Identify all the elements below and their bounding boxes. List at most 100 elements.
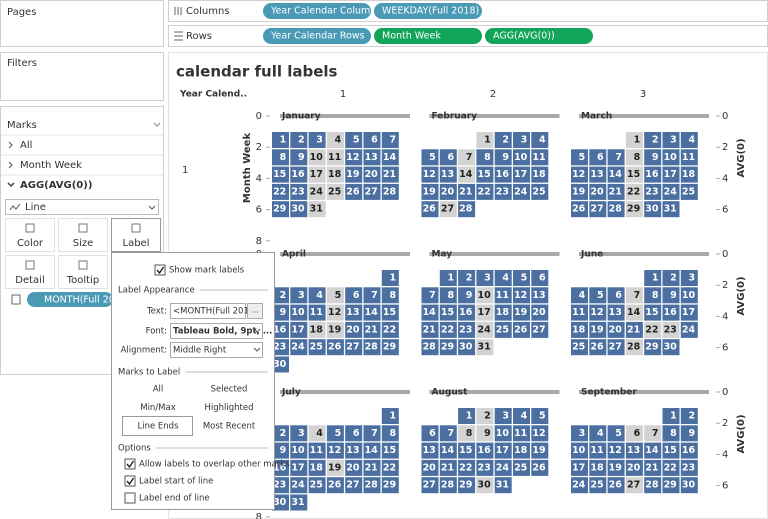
pill-text[interactable]: Year Calendar Rows: [270, 31, 365, 42]
day-label: 5: [521, 273, 528, 284]
label-option[interactable]: Min/Max: [140, 403, 176, 413]
button-label[interactable]: Detail: [15, 275, 44, 286]
day-cell: [290, 425, 308, 442]
button-label[interactable]: Tooltip: [66, 275, 99, 286]
chevron[interactable]: [8, 161, 13, 169]
day-label: 19: [532, 445, 545, 456]
option[interactable]: Label end of line: [139, 494, 210, 504]
label-option[interactable]: Most Recent: [203, 422, 256, 432]
pill[interactable]: [374, 3, 482, 19]
show-labels[interactable]: Show mark labels: [169, 266, 245, 276]
day-cell: [531, 408, 549, 424]
month-name: May: [432, 250, 453, 260]
day-cell: [589, 339, 607, 356]
day-label: 2: [652, 135, 659, 146]
text-field[interactable]: [170, 303, 246, 319]
day-label: 17: [496, 445, 509, 456]
label-option[interactable]: Highlighted: [205, 403, 254, 413]
checkbox[interactable]: [124, 458, 136, 470]
day-cell: [513, 132, 530, 148]
option[interactable]: Label start of line: [139, 477, 213, 487]
day-cell: [381, 166, 399, 183]
label-option[interactable]: Line Ends: [138, 422, 180, 432]
alignment-value[interactable]: Middle Right: [173, 346, 227, 356]
day-cell: [345, 287, 363, 304]
button-label[interactable]: Label: [123, 238, 150, 249]
pill[interactable]: [485, 28, 593, 44]
day-label: 6: [371, 135, 378, 146]
mark-type[interactable]: Line: [25, 202, 46, 213]
day-cell: [625, 304, 643, 321]
checkbox[interactable]: [124, 492, 136, 504]
day-cell: [680, 425, 698, 442]
pill[interactable]: [374, 28, 482, 44]
text-value[interactable]: <MONTH(Full 2018: [173, 307, 254, 317]
pill-text[interactable]: Year Calendar Colum..: [270, 6, 376, 17]
label-option[interactable]: Selected: [211, 385, 248, 395]
alignment-field[interactable]: [170, 342, 263, 358]
day-label: 28: [365, 342, 379, 353]
day-label: 22: [645, 324, 658, 335]
pill[interactable]: [263, 3, 371, 19]
day-cell: [476, 425, 494, 442]
button-icon: [131, 223, 141, 233]
day-cell: [345, 132, 363, 148]
day-cell: [625, 477, 643, 494]
day-label: 6: [429, 428, 436, 439]
marks-to-label-title: Marks to Label: [118, 368, 180, 378]
day-cell: [421, 149, 439, 166]
day-cell: [290, 304, 308, 321]
chevron[interactable]: [8, 141, 13, 149]
mark-pill-text[interactable]: MONTH(Full 20..: [44, 295, 121, 306]
day-label: 7: [371, 428, 378, 439]
button-label[interactable]: Size: [73, 238, 94, 249]
label-option[interactable]: All: [153, 385, 164, 395]
option[interactable]: Allow labels to overlap other marks: [139, 460, 290, 470]
day-label: 10: [664, 152, 678, 163]
text-button-label[interactable]: ...: [251, 306, 259, 315]
day-label: 29: [441, 342, 454, 353]
day-label: 25: [682, 186, 695, 197]
font-value[interactable]: Tableau Bold, 9pt, ...: [173, 327, 272, 337]
mark-type-dropdown[interactable]: [5, 199, 159, 215]
day-label: 20: [423, 462, 437, 473]
day-label: 1: [484, 135, 491, 146]
day-cell: [458, 270, 476, 286]
day-cell: [680, 270, 698, 286]
day-label: 7: [371, 290, 378, 301]
dropdown-arrow: [148, 205, 156, 210]
pill-text[interactable]: AGG(AVG(0)): [493, 31, 555, 42]
pill-text[interactable]: Month Week: [382, 31, 441, 42]
button-label[interactable]: Color: [17, 238, 44, 249]
right-axis-title: AVG(0): [736, 138, 747, 177]
day-cell: [290, 132, 308, 148]
day-cell: [680, 166, 698, 183]
marks-item[interactable]: All: [20, 140, 32, 151]
day-cell: [381, 183, 399, 200]
mark-pill[interactable]: [27, 292, 113, 307]
marks-title: Marks: [7, 120, 37, 131]
chevron[interactable]: [7, 182, 15, 188]
label-icon: [11, 294, 21, 305]
font-field[interactable]: [170, 323, 263, 339]
text-button[interactable]: [247, 303, 263, 319]
day-label: 22: [459, 462, 472, 473]
day-label: 13: [441, 169, 454, 180]
pill[interactable]: [263, 28, 371, 44]
checkbox[interactable]: [124, 475, 136, 487]
day-label: 9: [280, 445, 287, 456]
marks-menu-arrow[interactable]: [153, 122, 161, 127]
day-label: 4: [316, 428, 323, 439]
marks-item[interactable]: AGG(AVG(0)): [20, 180, 92, 191]
day-label: 11: [532, 152, 545, 163]
day-cell: [326, 321, 344, 338]
day-cell: [458, 166, 476, 183]
day-label: 19: [572, 186, 585, 197]
pill-text[interactable]: WEEKDAY(Full 2018): [382, 6, 479, 17]
checkbox[interactable]: [154, 264, 166, 276]
day-cell: [607, 459, 625, 476]
day-cell: [531, 459, 549, 476]
day-label: 9: [280, 307, 287, 318]
marks-item[interactable]: Month Week: [20, 160, 82, 171]
day-label: 27: [532, 324, 545, 335]
